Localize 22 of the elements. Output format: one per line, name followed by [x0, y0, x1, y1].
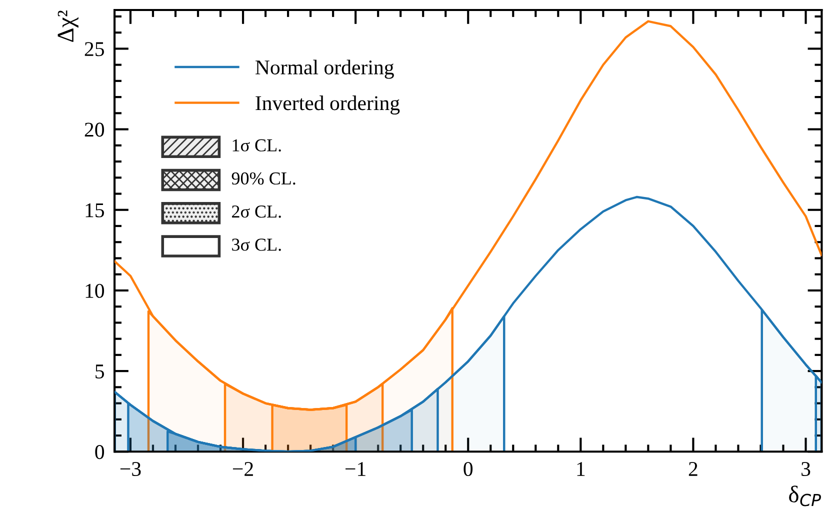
y-tick-label: 0	[95, 445, 104, 460]
y-tick-label: 20	[84, 122, 104, 137]
annotation: 2σ CL.	[232, 206, 281, 218]
x-tick-label: 3	[802, 462, 810, 476]
annotation: 1σ CL.	[232, 139, 281, 152]
annotation: 90% CL.	[232, 172, 296, 185]
y-tick-label: 10	[86, 284, 104, 298]
x-tick-label: 2	[688, 462, 698, 476]
y-tick-label: 25	[84, 42, 104, 56]
x-tick-label: −1	[346, 462, 366, 476]
legend-label: Inverted ordering	[256, 96, 400, 114]
x-axis-title: δ$_{CP}$	[789, 486, 821, 506]
x-tick-label: 1	[577, 462, 585, 476]
y-tick-label: 5	[96, 364, 104, 378]
line-series	[114, 20, 822, 411]
x-tick-label: 0	[464, 462, 473, 476]
x-tick-label: −2	[232, 462, 253, 476]
y-axis-title: Δχ²	[58, 10, 78, 42]
y-tick-label: 15	[86, 203, 104, 218]
annotation: 3σ CL.	[232, 238, 281, 251]
x-tick-label: −3	[120, 462, 141, 476]
legend-label: Normal ordering	[255, 60, 394, 79]
